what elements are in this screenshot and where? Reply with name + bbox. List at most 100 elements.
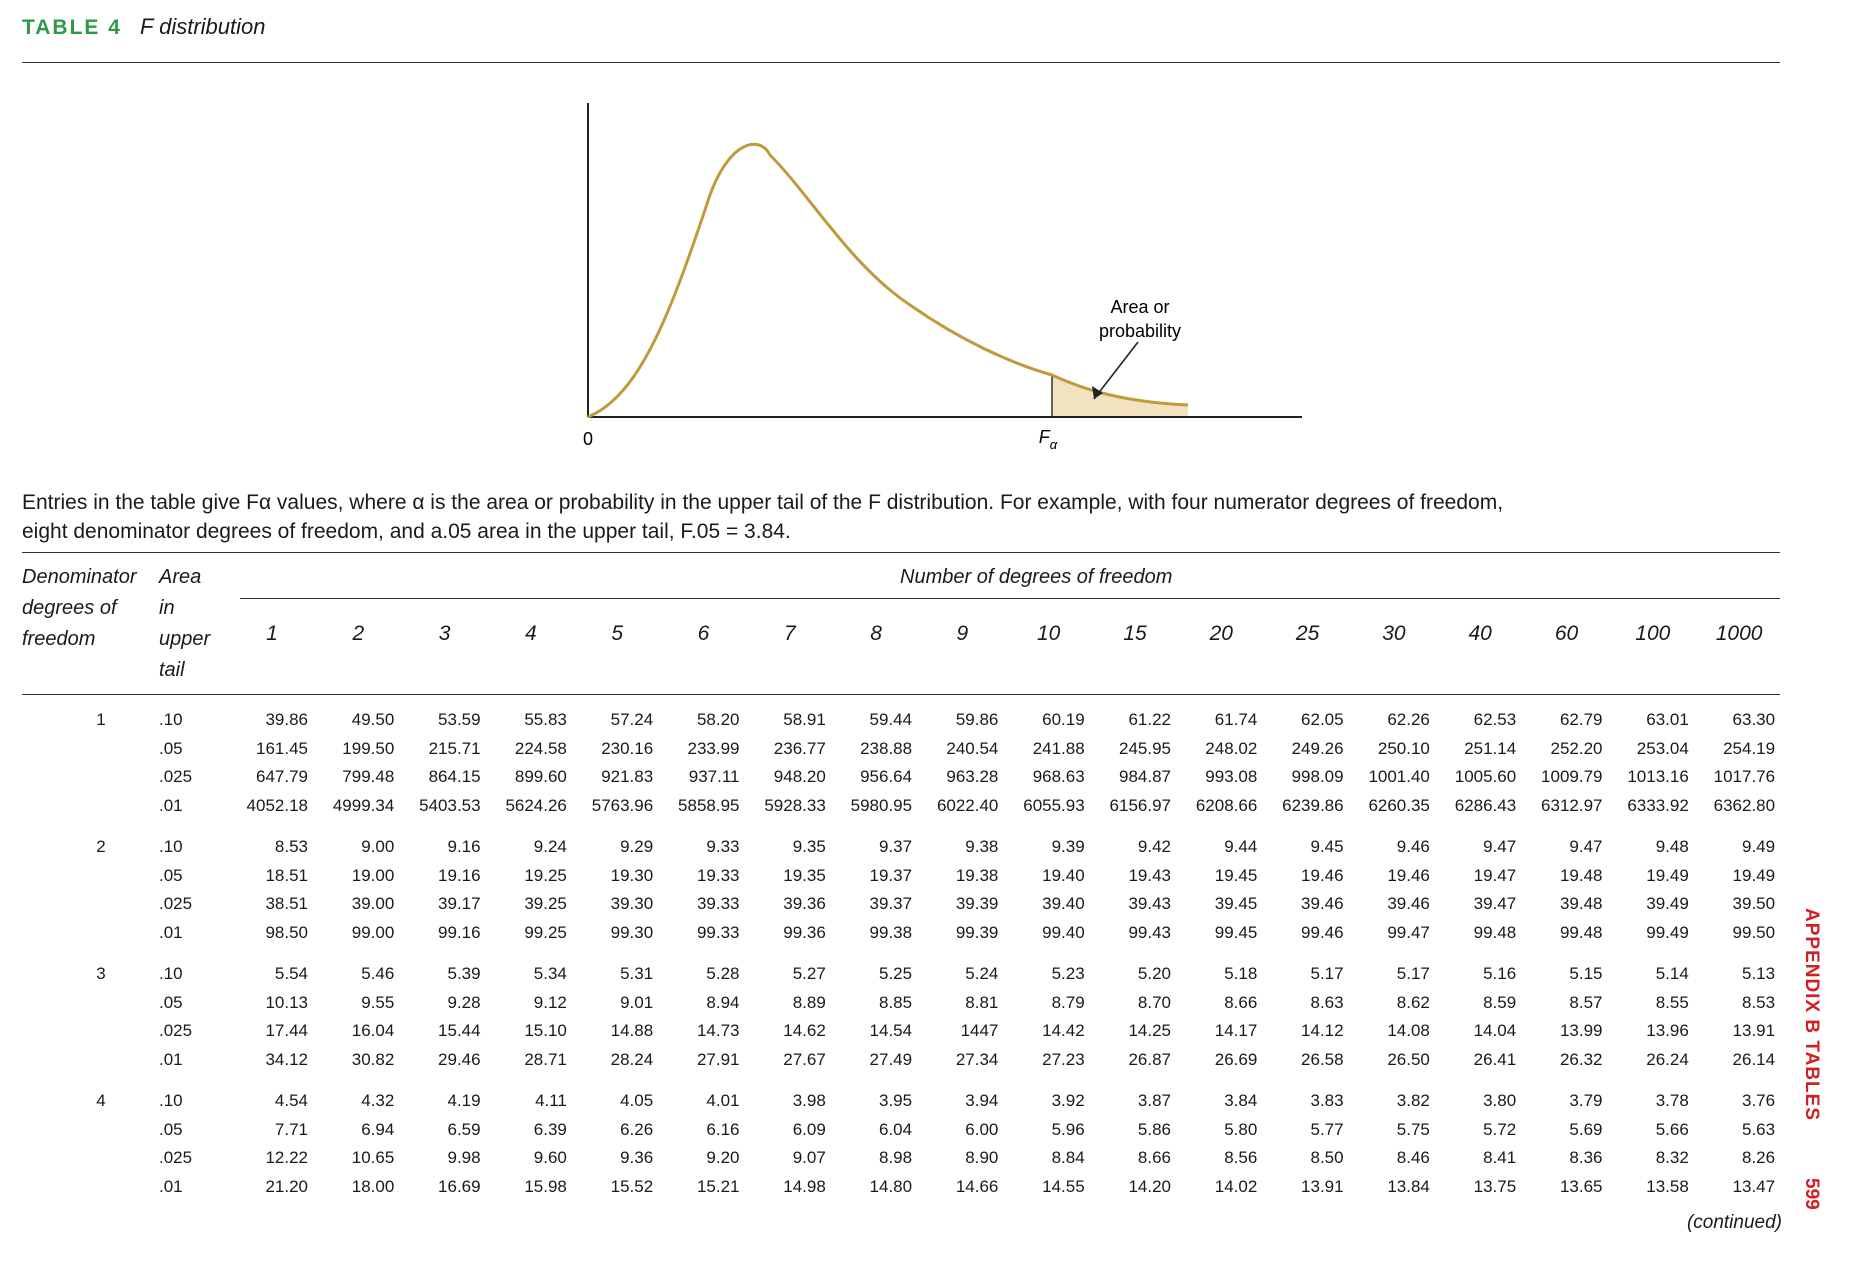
f-value-cell: 6.39	[533, 1119, 567, 1139]
f-value-cell: 9.35	[792, 837, 826, 856]
f-value-cell: 14.02	[1214, 1176, 1258, 1196]
f-value-cell: 19.00	[351, 865, 395, 885]
tail-area-cell: .05	[159, 1119, 183, 1139]
f-value-cell: 5.69	[1569, 1119, 1603, 1139]
f-value-cell: 8.90	[965, 1148, 999, 1167]
f-value-cell: 9.33	[706, 837, 740, 856]
f-value-cell: 9.55	[361, 992, 395, 1012]
table-row: .025 17.44 16.04 15.44 15.10 14.88 14.73 14.62 1…	[0, 1021, 1872, 1049]
f-value-cell: 249.26	[1291, 738, 1344, 758]
f-value-cell: 1013.16	[1627, 767, 1689, 786]
f-value-cell: 8.62	[1396, 992, 1430, 1012]
f-value-cell: 8.81	[965, 992, 999, 1012]
f-value-cell: 5.14	[1655, 964, 1689, 983]
f-value-cell: 8.36	[1569, 1148, 1603, 1167]
f-value-cell: 6.26	[620, 1119, 654, 1139]
f-value-cell: 26.69	[1214, 1049, 1258, 1069]
denominator-df: 1	[96, 710, 106, 729]
column-header: 30	[1382, 622, 1406, 645]
f-value-cell: 39.48	[1559, 894, 1603, 913]
f-value-cell: 39.39	[955, 894, 999, 913]
f-value-cell: 62.26	[1387, 710, 1430, 729]
column-header: 20	[1209, 622, 1233, 645]
denominator-header-line: freedom	[22, 628, 96, 650]
f-value-cell: 254.19	[1723, 738, 1776, 758]
f-value-cell: 13.47	[1732, 1176, 1776, 1196]
f-value-cell: 8.63	[1310, 992, 1344, 1012]
f-value-cell: 6.00	[965, 1119, 999, 1139]
f-value-cell: 99.40	[1042, 922, 1085, 942]
f-value-cell: 8.66	[1137, 1148, 1171, 1167]
f-value-cell: 19.43	[1128, 865, 1171, 885]
f-value-cell: 5.34	[533, 964, 567, 983]
f-value-cell: 3.78	[1655, 1091, 1689, 1110]
f-value-cell: 13.96	[1646, 1021, 1689, 1040]
f-value-cell: 27.49	[869, 1049, 913, 1069]
denominator-df: 2	[96, 837, 106, 856]
area-header-line: upper	[159, 628, 211, 650]
f-value-cell: 61.74	[1214, 710, 1258, 729]
f-value-cell: 9.42	[1137, 837, 1171, 856]
f-value-cell: 3.95	[879, 1091, 913, 1110]
f-value-cell: 9.01	[620, 992, 654, 1012]
f-value-cell: 26.58	[1301, 1049, 1344, 1069]
f-value-cell: 63.30	[1732, 710, 1776, 729]
area-header: Area in upper tail	[159, 562, 210, 686]
f-value-cell: 26.32	[1559, 1049, 1603, 1069]
f-value-cell: 6333.92	[1627, 795, 1689, 815]
table-row: .025 647.79 799.48 864.15 899.60 921.83 937.11…	[0, 767, 1872, 795]
f-value-cell: 3.84	[1224, 1091, 1258, 1110]
f-value-cell: 9.36	[620, 1148, 654, 1167]
table-row: .01 4052.18 4999.34 5403.53 5624.26 5763.96 58…	[0, 796, 1872, 824]
column-header: 3	[438, 622, 451, 645]
callout-text-line2: probability	[1099, 321, 1181, 341]
f-value-cell: 98.50	[265, 922, 308, 942]
f-value-cell: 39.47	[1473, 894, 1517, 913]
denominator-df: 3	[96, 964, 106, 983]
f-value-cell: 5.86	[1137, 1119, 1171, 1139]
f-value-cell: 5.18	[1224, 964, 1258, 983]
f-value-cell: 39.30	[610, 894, 654, 913]
f-value-cell: 4999.34	[332, 795, 395, 815]
f-value-cell: 19.45	[1214, 865, 1258, 885]
f-value-cell: 9.12	[533, 992, 567, 1012]
f-value-cell: 26.24	[1646, 1049, 1689, 1069]
f-value-cell: 8.56	[1224, 1148, 1258, 1167]
f-value-cell: 8.98	[879, 1148, 913, 1167]
f-value-cell: 5.39	[447, 964, 481, 983]
f-value-cell: 8.57	[1569, 992, 1603, 1012]
table-row: .01 21.20 18.00 16.69 15.98 15.52 15.21 14.98 14…	[0, 1177, 1872, 1205]
f-value-cell: 230.16	[601, 738, 654, 758]
table-row: .05 161.45 199.50 215.71 224.58 230.16 233.99 2…	[0, 739, 1872, 767]
f-value-cell: 1447	[960, 1021, 999, 1040]
f-value-cell: 8.84	[1051, 1148, 1085, 1167]
tail-area-cell: .025	[159, 1148, 193, 1167]
f-value-cell: 13.99	[1559, 1021, 1603, 1040]
f-value-cell: 14.08	[1387, 1021, 1430, 1040]
f-value-cell: 253.04	[1636, 738, 1689, 758]
f-value-cell: 99.38	[869, 922, 913, 942]
f-value-cell: 968.63	[1032, 767, 1085, 786]
f-value-cell: 250.10	[1377, 738, 1430, 758]
page-number: 599	[1801, 1178, 1822, 1210]
f-value-cell: 27.67	[783, 1049, 826, 1069]
f-value-cell: 99.48	[1473, 922, 1517, 942]
f-value-cell: 3.92	[1051, 1091, 1085, 1110]
f-value-cell: 998.09	[1291, 767, 1344, 786]
f-value-cell: 14.17	[1214, 1021, 1258, 1040]
tail-area-cell: .025	[159, 894, 193, 913]
f-value-cell: 14.25	[1128, 1021, 1171, 1040]
f-value-cell: 233.99	[687, 738, 740, 758]
f-value-cell: 13.84	[1387, 1176, 1430, 1196]
f-value-cell: 4.01	[706, 1091, 740, 1110]
f-value-cell: 38.51	[265, 894, 308, 913]
f-value-cell: 5.27	[792, 964, 826, 983]
column-header: 60	[1554, 622, 1579, 645]
f-value-cell: 8.46	[1396, 1148, 1430, 1167]
denominator-header: Denominator degrees of freedom	[22, 562, 137, 655]
f-value-cell: 4.05	[620, 1091, 654, 1110]
column-header: 100	[1635, 622, 1671, 645]
f-value-cell: 4.11	[535, 1091, 567, 1110]
f-value-cell: 5.28	[706, 964, 740, 983]
f-value-cell: 8.66	[1224, 992, 1258, 1012]
